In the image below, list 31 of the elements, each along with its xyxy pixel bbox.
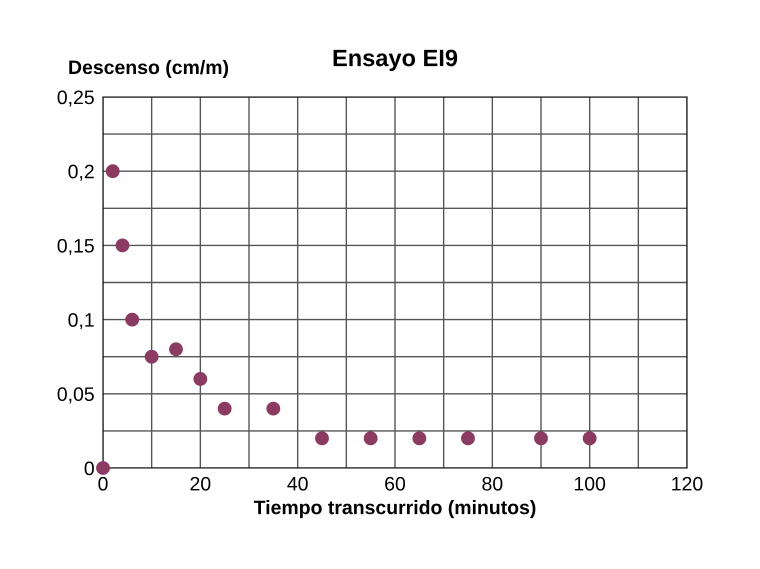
point <box>364 431 378 446</box>
y-tick-label: 0 <box>84 461 94 476</box>
y-tick-label: 0,15 <box>58 238 94 255</box>
point <box>96 461 110 475</box>
point <box>461 431 475 446</box>
x-tick-label: 120 <box>672 476 702 491</box>
point <box>116 238 130 252</box>
x-tick-label: 60 <box>385 476 406 491</box>
point <box>315 431 329 446</box>
x-tick-label: 80 <box>482 476 502 491</box>
point <box>193 372 208 386</box>
point <box>412 431 426 446</box>
point <box>582 431 597 446</box>
point <box>266 402 280 416</box>
point <box>534 431 548 446</box>
x-tick-label: 0 <box>98 476 108 491</box>
y-tick-label: 0,05 <box>58 387 94 404</box>
x-axis-title: Tiempo transcurrido (minutos) <box>254 500 536 518</box>
point <box>169 342 183 356</box>
point <box>144 350 159 364</box>
y-tick-label: 0,1 <box>68 313 94 330</box>
y-axis-title: Descenso (cm/m) <box>69 60 228 78</box>
point <box>125 312 140 327</box>
point <box>106 164 120 178</box>
x-tick-label: 40 <box>287 476 308 491</box>
y-tick-label: 0,25 <box>58 90 94 107</box>
point <box>218 402 232 416</box>
x-tick-label: 100 <box>574 476 606 491</box>
y-tick-label: 0,2 <box>68 164 94 181</box>
chart-title: Ensayo EI9 <box>334 50 458 72</box>
x-tick-label: 20 <box>190 476 210 491</box>
